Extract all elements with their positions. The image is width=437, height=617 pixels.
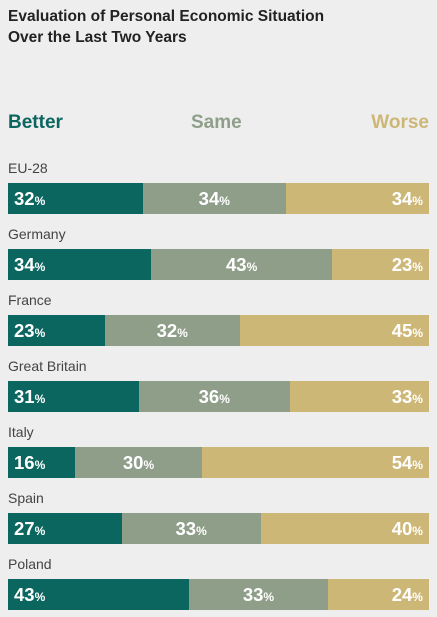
bar-segment-same: 36%: [138, 381, 291, 412]
data-label-unit: %: [34, 260, 46, 274]
data-label-unit: %: [219, 392, 230, 406]
country-label: Great Britain: [8, 358, 87, 374]
data-label-unit: %: [412, 458, 423, 472]
legend-same: Same: [191, 112, 242, 133]
data-label-unit: %: [177, 326, 188, 340]
stacked-bar: 31% 36% 33%: [8, 381, 429, 412]
data-label-unit: %: [34, 590, 46, 604]
data-label-unit: %: [246, 260, 258, 274]
bar-segment-worse: 34%: [285, 183, 429, 214]
data-label-unit: %: [34, 458, 46, 472]
data-label-unit: %: [263, 590, 275, 604]
country-label: EU-28: [8, 160, 48, 176]
bar-segment-better: 43%: [8, 579, 190, 610]
data-label-unit: %: [34, 524, 46, 538]
legend: Better Same Worse: [0, 112, 437, 138]
stacked-bar: 23% 32% 45%: [8, 315, 429, 346]
stacked-bar: 43% 33% 24%: [8, 579, 429, 610]
bar-segment-same: 33%: [121, 513, 261, 544]
data-label: 30: [122, 452, 144, 473]
data-label-unit: %: [34, 194, 46, 208]
data-label: 45: [391, 320, 413, 341]
data-label-unit: %: [412, 590, 423, 604]
bar-segment-same: 32%: [104, 315, 240, 346]
bar-segment-worse: 45%: [239, 315, 429, 346]
bar-segment-same: 30%: [75, 447, 202, 478]
country-label: France: [8, 292, 52, 308]
data-label: 34: [14, 254, 35, 275]
data-label-unit: %: [412, 524, 423, 538]
legend-better: Better: [8, 112, 63, 133]
chart-title-line-1: Evaluation of Personal Economic Situatio…: [8, 8, 325, 25]
stacked-bar: 27% 33% 40%: [8, 513, 429, 544]
stacked-bar: 16% 30% 54%: [8, 447, 429, 478]
bar-segment-same: 34%: [142, 183, 286, 214]
data-label: 34: [391, 188, 413, 209]
data-label: 24: [391, 584, 413, 605]
data-label-unit: %: [412, 194, 423, 208]
bar-segment-same: 33%: [189, 579, 328, 610]
data-label: 40: [391, 518, 413, 539]
data-label-unit: %: [412, 326, 423, 340]
bar-segment-better: 27%: [8, 513, 122, 544]
data-label: 32: [14, 188, 35, 209]
data-label-unit: %: [196, 524, 207, 538]
data-label: 54: [391, 452, 413, 473]
bar-segment-better: 32%: [8, 183, 143, 214]
data-label-unit: %: [34, 392, 46, 406]
stacked-bar: 32% 34% 34%: [8, 183, 429, 214]
bar-segment-worse: 40%: [260, 513, 429, 544]
data-label: 23: [14, 320, 35, 341]
data-label-unit: %: [143, 458, 155, 472]
data-label: 33: [242, 584, 264, 605]
data-label: 31: [14, 386, 35, 407]
legend-worse: Worse: [371, 112, 429, 133]
data-label: 43: [226, 254, 247, 275]
chart-title: Evaluation of Personal Economic Situatio…: [8, 6, 428, 48]
country-label: Germany: [8, 226, 66, 242]
data-label-unit: %: [412, 260, 423, 274]
data-label: 43: [14, 584, 35, 605]
data-label: 16: [14, 452, 35, 473]
bar-segment-same: 43%: [151, 249, 333, 280]
bar-segment-worse: 24%: [327, 579, 429, 610]
data-label-unit: %: [219, 194, 230, 208]
chart-title-line-2: Over the Last Two Years: [8, 29, 187, 46]
country-label: Poland: [8, 556, 52, 572]
country-label: Spain: [8, 490, 44, 506]
data-label: 33: [175, 518, 197, 539]
bar-segment-worse: 33%: [290, 381, 429, 412]
data-label-unit: %: [34, 326, 46, 340]
bar-segment-better: 31%: [8, 381, 139, 412]
bar-segment-better: 16%: [8, 447, 76, 478]
country-label: Italy: [8, 424, 34, 440]
data-label: 36: [198, 386, 220, 407]
data-label: 23: [391, 254, 413, 275]
bar-segment-better: 34%: [8, 249, 152, 280]
data-label: 34: [198, 188, 220, 209]
data-label: 32: [156, 320, 178, 341]
bar-segment-better: 23%: [8, 315, 105, 346]
data-label-unit: %: [412, 392, 423, 406]
bar-segment-worse: 54%: [201, 447, 429, 478]
data-label: 33: [391, 386, 413, 407]
stacked-bar: 34% 43% 23%: [8, 249, 429, 280]
bar-segment-worse: 23%: [332, 249, 429, 280]
data-label: 27: [14, 518, 35, 539]
